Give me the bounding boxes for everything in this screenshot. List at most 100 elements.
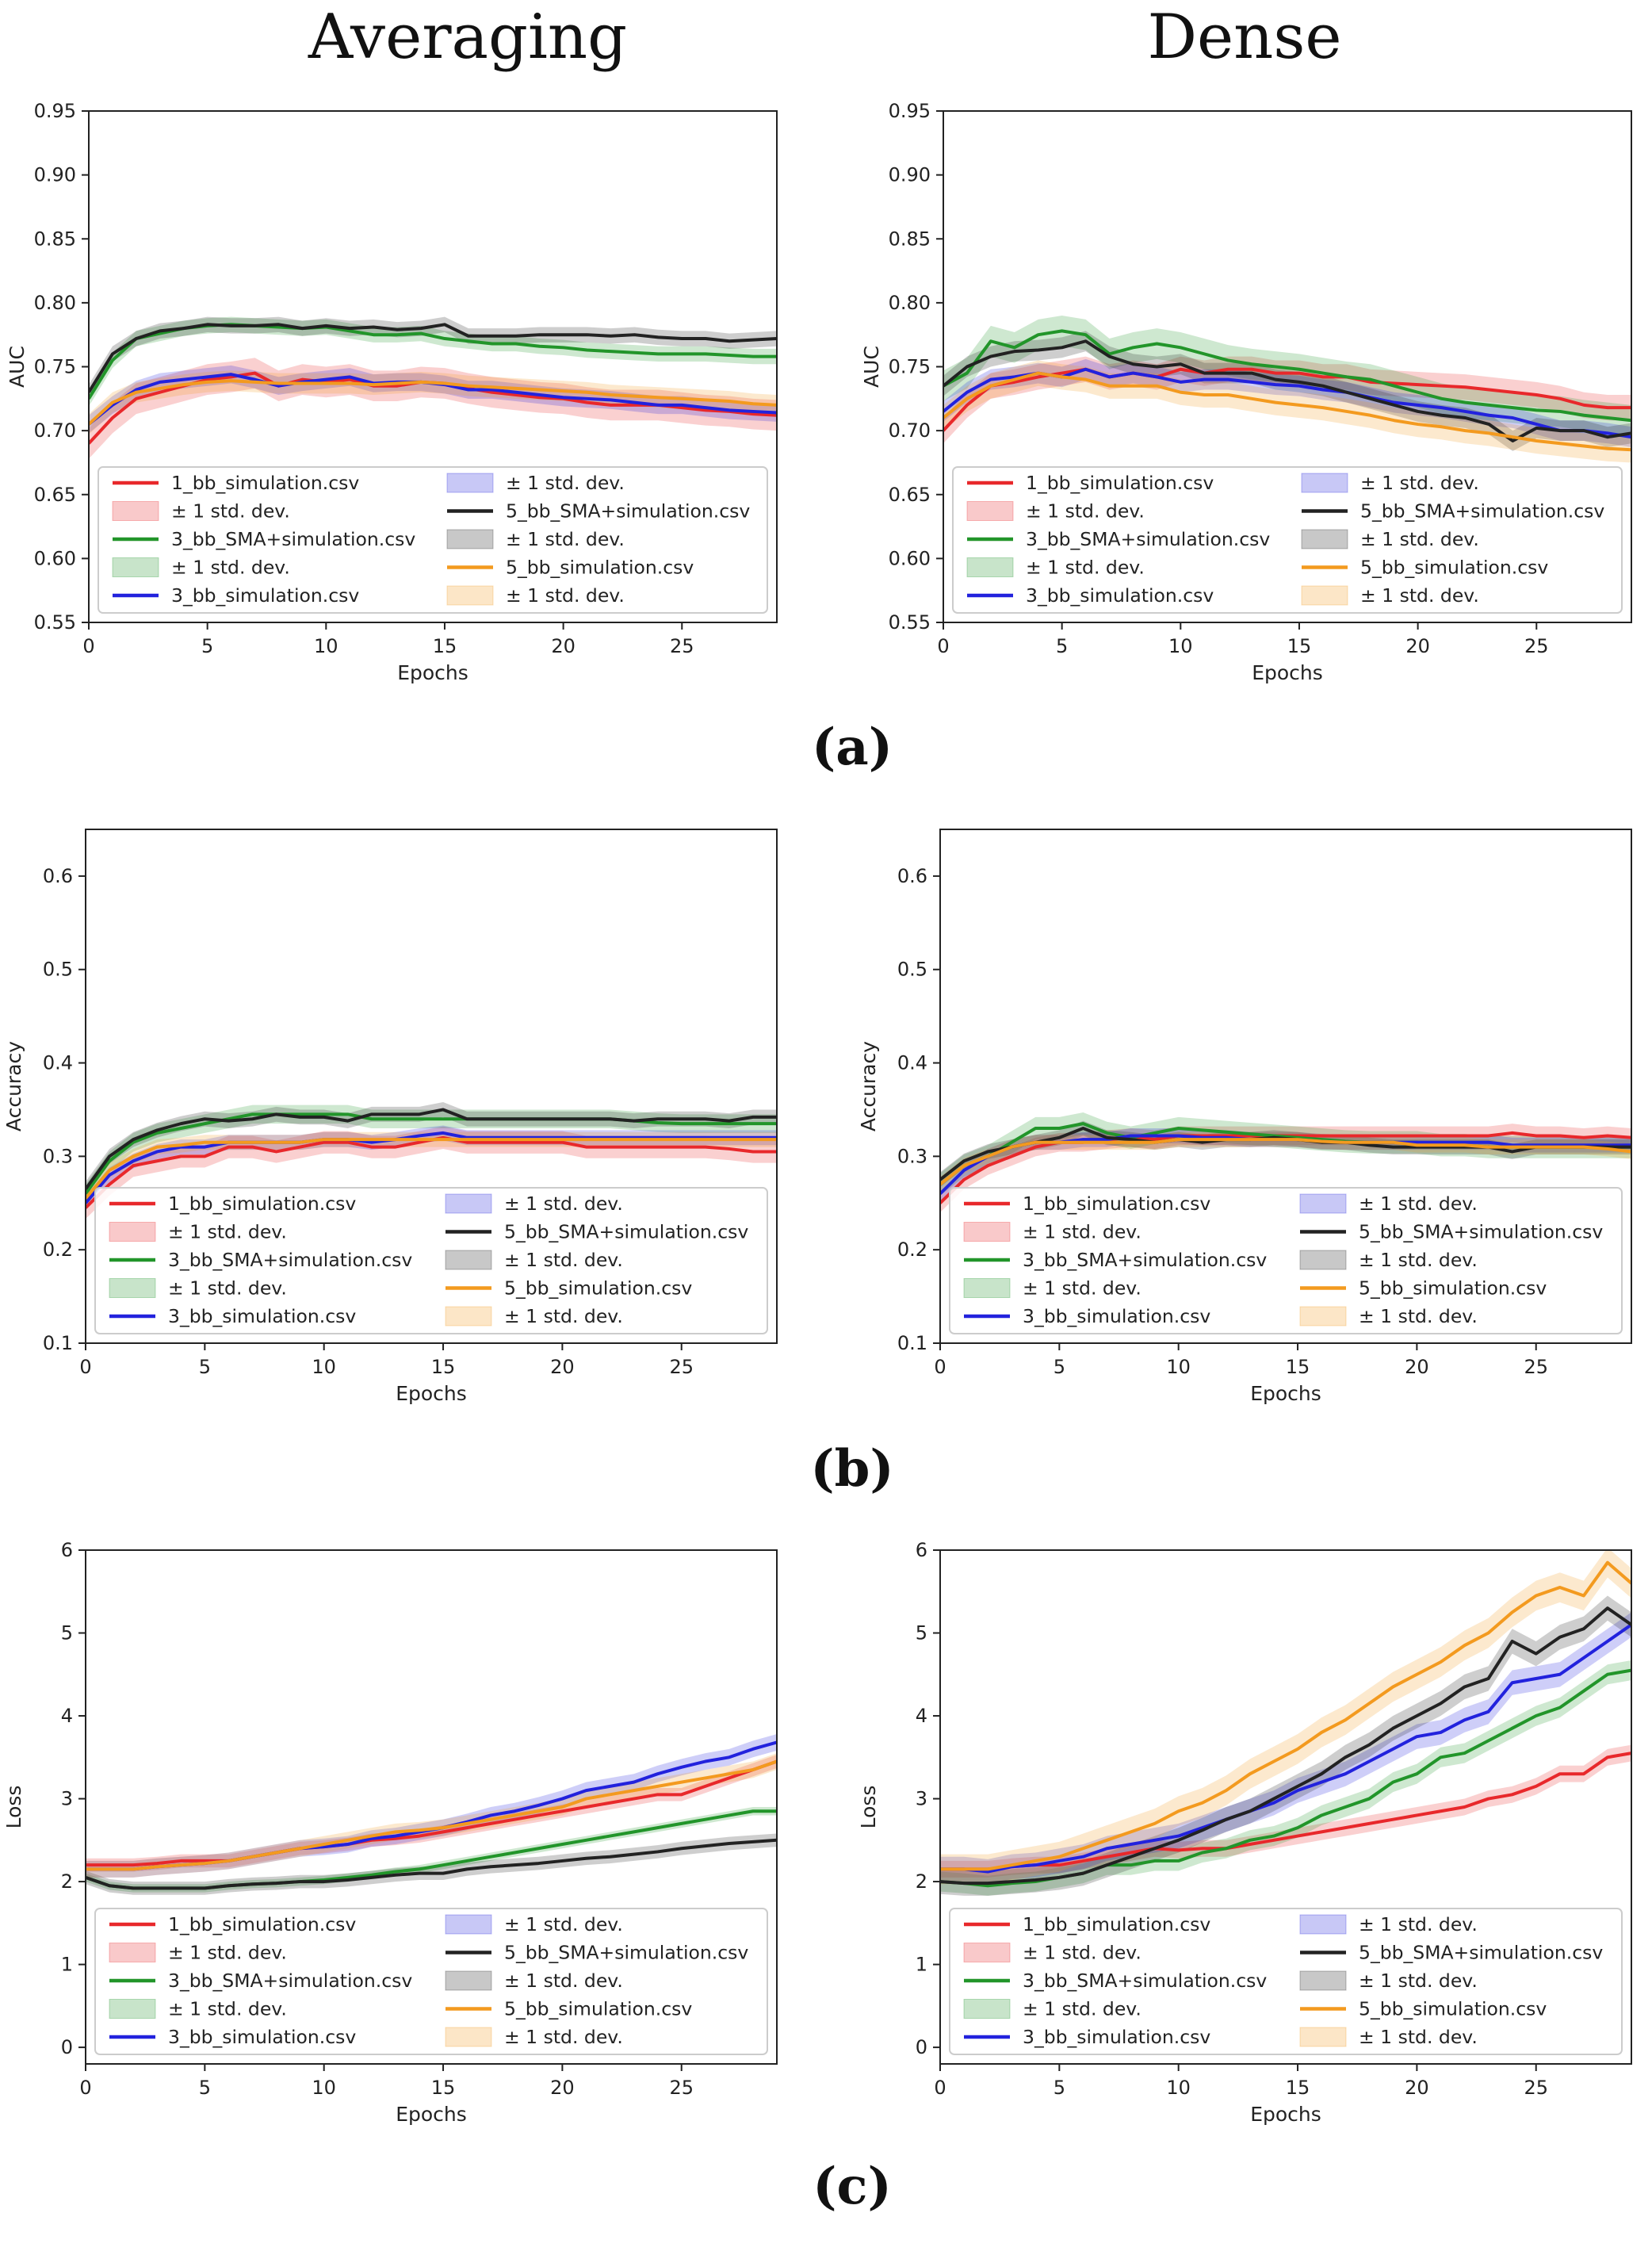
loss-averaging-legend-label: ± 1 std. dev. — [504, 1970, 623, 1992]
accuracy-dense-y-tick-label: 0.4 — [897, 1052, 927, 1074]
auc-averaging-legend-label: ± 1 std. dev. — [506, 472, 625, 494]
accuracy-averaging-x-tick-label: 5 — [199, 1356, 211, 1378]
accuracy-averaging-legend-label: 5_bb_SMA+simulation.csv — [504, 1221, 748, 1243]
accuracy-averaging-legend-patch — [445, 1193, 492, 1214]
loss-dense-std-band-2 — [940, 1612, 1631, 1885]
auc-averaging-y-tick-label: 0.70 — [34, 419, 76, 442]
accuracy-averaging-y-tick-label: 0.5 — [43, 959, 73, 981]
accuracy-averaging-plot-area — [86, 1102, 777, 1219]
loss-averaging-x-tick-label: 20 — [550, 2077, 575, 2099]
auc-averaging-series-line-3 — [89, 323, 777, 393]
auc-dense-y-tick-label: 0.95 — [889, 100, 931, 122]
auc-dense-y-tick-label: 0.60 — [889, 547, 931, 569]
accuracy-dense-legend-label: 3_bb_SMA+simulation.csv — [1023, 1249, 1267, 1271]
auc-averaging-legend-label: 1_bb_simulation.csv — [171, 472, 359, 494]
column-title-dense: Dense — [1147, 2, 1342, 73]
loss-dense-x-tick-label: 15 — [1286, 2077, 1310, 2099]
loss-averaging-std-band-0 — [86, 1755, 777, 1872]
auc-dense-chart: 0 5 10 15 20 25 0.55 0.60 0.65 0.70 0.75 0.80 0.85 0.… — [860, 100, 1632, 684]
accuracy-averaging-x-tick-label: 15 — [431, 1356, 456, 1378]
auc-dense-legend-label: 1_bb_simulation.csv — [1026, 472, 1214, 494]
loss-averaging-legend-patch — [109, 1943, 156, 1962]
accuracy-dense-x-tick-label: 5 — [1054, 1356, 1065, 1378]
auc-dense-std-band-3 — [943, 331, 1631, 451]
auc-dense-series-line-0 — [943, 367, 1631, 432]
panel-label-c: (c) — [813, 2157, 892, 2216]
auc-dense-y-tick-label: 0.85 — [889, 228, 931, 250]
accuracy-dense-legend-label: ± 1 std. dev. — [1023, 1277, 1141, 1300]
auc-averaging-y-tick-label: 0.90 — [34, 164, 76, 186]
loss-averaging-std-band-1 — [86, 1807, 777, 1893]
accuracy-dense-legend-patch — [963, 1278, 1011, 1298]
loss-dense-legend-label: 3_bb_SMA+simulation.csv — [1023, 1970, 1267, 1992]
loss-averaging-axes-frame — [85, 1549, 778, 2065]
auc-averaging-x-axis-label: Epochs — [397, 661, 468, 684]
loss-dense-y-tick-label: 4 — [916, 1705, 927, 1727]
loss-averaging-y-tick-label: 4 — [61, 1705, 73, 1727]
panel-label-b: (b) — [810, 1439, 894, 1499]
loss-dense-x-tick-label: 5 — [1054, 2077, 1065, 2099]
accuracy-dense-legend-label: 3_bb_simulation.csv — [1023, 1305, 1210, 1327]
auc-dense-y-tick-label: 0.75 — [889, 356, 931, 378]
auc-dense-std-band-2 — [943, 358, 1631, 448]
auc-averaging-legend-label: ± 1 std. dev. — [171, 557, 290, 579]
accuracy-dense-y-tick-label: 0.3 — [897, 1145, 927, 1167]
loss-dense-std-band-4 — [940, 1550, 1631, 1885]
accuracy-averaging-legend — [94, 1187, 768, 1334]
loss-averaging-legend-label: 1_bb_simulation.csv — [168, 1913, 356, 1935]
auc-dense-legend-label: 5_bb_SMA+simulation.csv — [1360, 500, 1604, 523]
loss-dense-plot-area — [940, 1550, 1631, 1896]
auc-dense-y-tick-label: 0.55 — [889, 611, 931, 634]
accuracy-averaging-legend-label: 3_bb_SMA+simulation.csv — [168, 1249, 412, 1271]
auc-dense-legend-label: ± 1 std. dev. — [1026, 557, 1145, 579]
auc-averaging-y-tick-label: 0.95 — [34, 100, 76, 122]
loss-averaging-x-tick-label: 25 — [669, 2077, 694, 2099]
auc-dense-y-tick-label: 0.80 — [889, 292, 931, 314]
accuracy-averaging-legend-label: 5_bb_simulation.csv — [504, 1277, 692, 1300]
auc-averaging-legend-patch — [112, 557, 159, 577]
loss-averaging-legend-patch — [109, 1999, 156, 2019]
loss-dense-y-tick-label: 1 — [916, 1954, 927, 1976]
auc-dense-legend-label: ± 1 std. dev. — [1360, 528, 1479, 550]
loss-dense-x-tick-label: 25 — [1524, 2077, 1548, 2099]
loss-averaging-legend-label: ± 1 std. dev. — [168, 1942, 287, 1964]
loss-dense-legend — [949, 1908, 1623, 2055]
auc-averaging-legend-label: ± 1 std. dev. — [506, 584, 625, 607]
accuracy-averaging-std-band-3 — [86, 1102, 777, 1197]
loss-averaging-legend — [94, 1908, 768, 2055]
accuracy-averaging-axes-frame — [85, 829, 778, 1344]
auc-averaging-x-tick-label: 25 — [670, 635, 694, 657]
loss-dense-legend-patch — [963, 1999, 1011, 2019]
accuracy-dense-legend — [949, 1187, 1623, 1334]
loss-averaging-legend-patch — [445, 1914, 492, 1935]
loss-dense-y-tick-label: 3 — [916, 1788, 927, 1810]
auc-averaging-chart: 0 5 10 15 20 25 0.55 0.60 0.65 0.70 0.75 0.80 0.85 0.… — [6, 100, 778, 684]
accuracy-dense-y-tick-label: 0.1 — [897, 1332, 927, 1354]
loss-dense-y-tick-label: 0 — [916, 2036, 927, 2058]
loss-averaging-x-tick-label: 5 — [199, 2077, 211, 2099]
auc-dense-x-tick-label: 0 — [937, 635, 949, 657]
loss-dense-series-line-0 — [940, 1752, 1631, 1871]
loss-dense-legend-patch — [1299, 2027, 1347, 2047]
loss-averaging-legend-label: 5_bb_SMA+simulation.csv — [504, 1942, 748, 1964]
accuracy-averaging-legend-patch — [445, 1250, 492, 1270]
auc-dense-series-line-1 — [943, 329, 1631, 423]
loss-dense-legend-label: ± 1 std. dev. — [1359, 1913, 1478, 1935]
accuracy-averaging-series-line-1 — [86, 1112, 777, 1195]
auc-dense-y-tick-label: 0.65 — [889, 484, 931, 506]
loss-averaging-legend-label: ± 1 std. dev. — [504, 2026, 623, 2048]
accuracy-dense-axes-frame — [939, 829, 1632, 1344]
loss-averaging-y-tick-label: 0 — [61, 2036, 73, 2058]
loss-averaging-legend-patch — [445, 2027, 492, 2047]
accuracy-dense-legend-label: 5_bb_SMA+simulation.csv — [1359, 1221, 1603, 1243]
auc-averaging-legend-label: ± 1 std. dev. — [506, 528, 625, 550]
auc-averaging-legend-label: ± 1 std. dev. — [171, 500, 290, 523]
loss-dense-x-axis-label: Epochs — [1250, 2103, 1321, 2126]
accuracy-averaging-legend-label: 1_bb_simulation.csv — [168, 1193, 356, 1215]
auc-dense-series-line-4 — [943, 371, 1631, 452]
accuracy-dense-legend-patch — [963, 1222, 1011, 1242]
auc-averaging-y-tick-label: 0.65 — [34, 484, 76, 506]
auc-dense-legend-label: 3_bb_SMA+simulation.csv — [1026, 528, 1270, 550]
accuracy-averaging-std-band-1 — [86, 1105, 777, 1204]
accuracy-averaging-legend-patch — [445, 1306, 492, 1327]
